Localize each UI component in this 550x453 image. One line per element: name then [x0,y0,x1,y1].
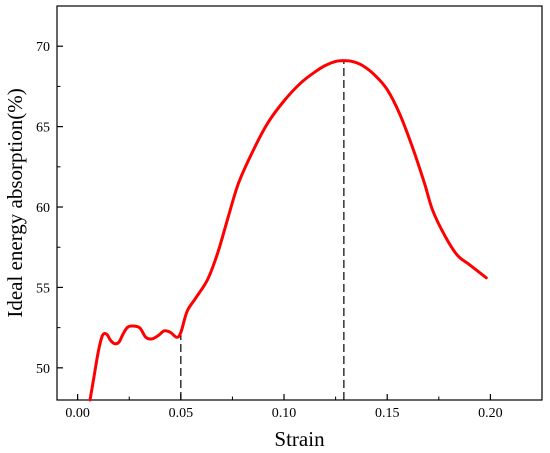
x-tick-label: 0.20 [478,406,503,421]
y-tick-label: 70 [36,40,50,55]
y-tick-label: 65 [36,121,50,136]
x-tick-label: 0.00 [65,406,90,421]
series-line [88,59,488,402]
x-axis-title: Strain [274,427,325,451]
x-tick-label: 0.05 [169,406,194,421]
reference-lines [180,60,345,400]
y-tick-label: 55 [36,281,50,296]
y-tick-label: 60 [36,201,50,216]
axis-ticks: 0.00 0.05 0.10 0.15 0.20 50 55 60 65 70 [36,40,503,421]
y-axis-title: Ideal energy absorption(%) [3,88,27,317]
y-tick-label: 50 [36,362,50,377]
x-tick-label: 0.10 [272,406,297,421]
x-tick-label: 0.15 [375,406,400,421]
plot-frame [56,5,543,401]
